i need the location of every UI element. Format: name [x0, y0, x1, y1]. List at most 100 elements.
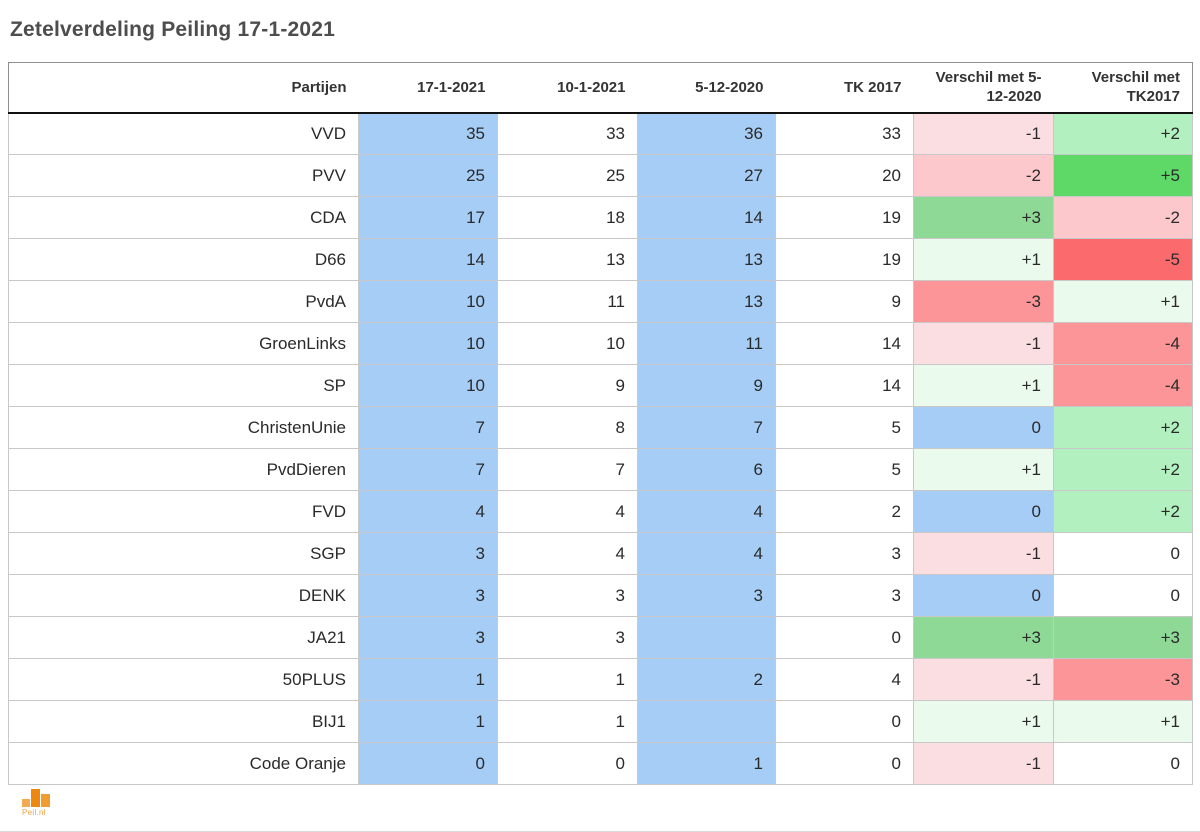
party-name-cell: ChristenUnie [8, 406, 359, 449]
party-name-cell: 50PLUS [8, 658, 359, 701]
value-cell: 3 [358, 574, 498, 617]
value-cell: 9 [497, 364, 638, 407]
value-cell [637, 616, 776, 659]
bar-icon-tall [31, 789, 40, 807]
value-cell: 3 [775, 532, 914, 575]
value-cell: 19 [775, 196, 914, 239]
value-cell: -5 [1053, 238, 1193, 281]
value-cell: 1 [358, 700, 498, 743]
value-cell: 27 [637, 154, 776, 197]
value-cell: -1 [913, 322, 1054, 365]
value-cell: 14 [775, 364, 914, 407]
value-cell: 4 [775, 658, 914, 701]
table-body: VVD 35 33 36 33 -1 +2 PVV 25 25 27 20 -2 +5 CDA 17 18 14 1… [8, 112, 1193, 785]
value-cell: 36 [637, 112, 776, 155]
value-cell: 13 [637, 280, 776, 323]
table-row: ChristenUnie 7 8 7 5 0 +2 [8, 406, 1193, 449]
column-header-6: Verschil met TK2017 [1053, 62, 1193, 114]
value-cell [637, 700, 776, 743]
table-row: Code Oranje 0 0 1 0 -1 0 [8, 742, 1193, 785]
value-cell: 10 [497, 322, 638, 365]
value-cell: +2 [1053, 448, 1193, 491]
value-cell: +3 [913, 196, 1054, 239]
value-cell: 9 [775, 280, 914, 323]
value-cell: -1 [913, 658, 1054, 701]
value-cell: -1 [913, 742, 1054, 785]
value-cell: +1 [913, 448, 1054, 491]
party-name-cell: JA21 [8, 616, 359, 659]
value-cell: 10 [358, 322, 498, 365]
table-row: SGP 3 4 4 3 -1 0 [8, 532, 1193, 575]
value-cell: 10 [358, 280, 498, 323]
value-cell: -4 [1053, 364, 1193, 407]
value-cell: 3 [497, 616, 638, 659]
table-row: JA21 3 3 0 +3 +3 [8, 616, 1193, 659]
value-cell: 7 [497, 448, 638, 491]
value-cell: 3 [637, 574, 776, 617]
value-cell: 4 [497, 532, 638, 575]
party-name-cell: GroenLinks [8, 322, 359, 365]
value-cell: 0 [1053, 742, 1193, 785]
peil-nl-logo: Peil.nl [22, 789, 62, 817]
value-cell: 10 [358, 364, 498, 407]
value-cell: 0 [913, 574, 1054, 617]
value-cell: 17 [358, 196, 498, 239]
value-cell: 3 [358, 616, 498, 659]
page-title: Zetelverdeling Peiling 17-1-2021 [10, 18, 336, 41]
value-cell: 4 [358, 490, 498, 533]
party-name-cell: Code Oranje [8, 742, 359, 785]
column-header-4: TK 2017 [775, 62, 914, 114]
table-row: PVV 25 25 27 20 -2 +5 [8, 154, 1193, 197]
party-name-cell: VVD [8, 112, 359, 155]
value-cell: 1 [497, 700, 638, 743]
value-cell: 14 [637, 196, 776, 239]
value-cell: 8 [497, 406, 638, 449]
value-cell: 20 [775, 154, 914, 197]
value-cell: -3 [913, 280, 1054, 323]
value-cell: +1 [913, 700, 1054, 743]
table-row: VVD 35 33 36 33 -1 +2 [8, 112, 1193, 155]
table-row: PvdDieren 7 7 6 5 +1 +2 [8, 448, 1193, 491]
value-cell: +1 [913, 238, 1054, 281]
value-cell: 33 [775, 112, 914, 155]
value-cell: 25 [358, 154, 498, 197]
value-cell: 1 [637, 742, 776, 785]
value-cell: 14 [775, 322, 914, 365]
value-cell: +1 [913, 364, 1054, 407]
value-cell: 7 [358, 406, 498, 449]
table-header: Partijen 17-1-2021 10-1-2021 5-12-2020 TK 20… [8, 62, 1193, 114]
party-name-cell: DENK [8, 574, 359, 617]
value-cell: 3 [775, 574, 914, 617]
value-cell: 5 [775, 448, 914, 491]
bar-icon-medium [41, 794, 50, 807]
party-name-cell: FVD [8, 490, 359, 533]
value-cell: 11 [497, 280, 638, 323]
value-cell: -2 [1053, 196, 1193, 239]
value-cell: 35 [358, 112, 498, 155]
column-header-3: 5-12-2020 [637, 62, 776, 114]
value-cell: 9 [637, 364, 776, 407]
value-cell: -3 [1053, 658, 1193, 701]
value-cell: 4 [637, 532, 776, 575]
party-name-cell: BIJ1 [8, 700, 359, 743]
value-cell: 2 [637, 658, 776, 701]
table-row: SP 10 9 9 14 +1 -4 [8, 364, 1193, 407]
value-cell: -4 [1053, 322, 1193, 365]
column-header-2: 10-1-2021 [497, 62, 638, 114]
value-cell: 18 [497, 196, 638, 239]
value-cell: 0 [913, 490, 1054, 533]
bar-chart-icon [22, 789, 62, 807]
value-cell: 33 [497, 112, 638, 155]
value-cell: 7 [358, 448, 498, 491]
value-cell: 0 [358, 742, 498, 785]
logo-label: Peil.nl [22, 808, 46, 817]
party-name-cell: CDA [8, 196, 359, 239]
column-header-0: Partijen [8, 62, 359, 114]
party-name-cell: D66 [8, 238, 359, 281]
value-cell: 0 [497, 742, 638, 785]
value-cell: 0 [913, 406, 1054, 449]
value-cell: 4 [637, 490, 776, 533]
value-cell: 13 [637, 238, 776, 281]
value-cell: 11 [637, 322, 776, 365]
bar-icon-small [22, 799, 30, 807]
